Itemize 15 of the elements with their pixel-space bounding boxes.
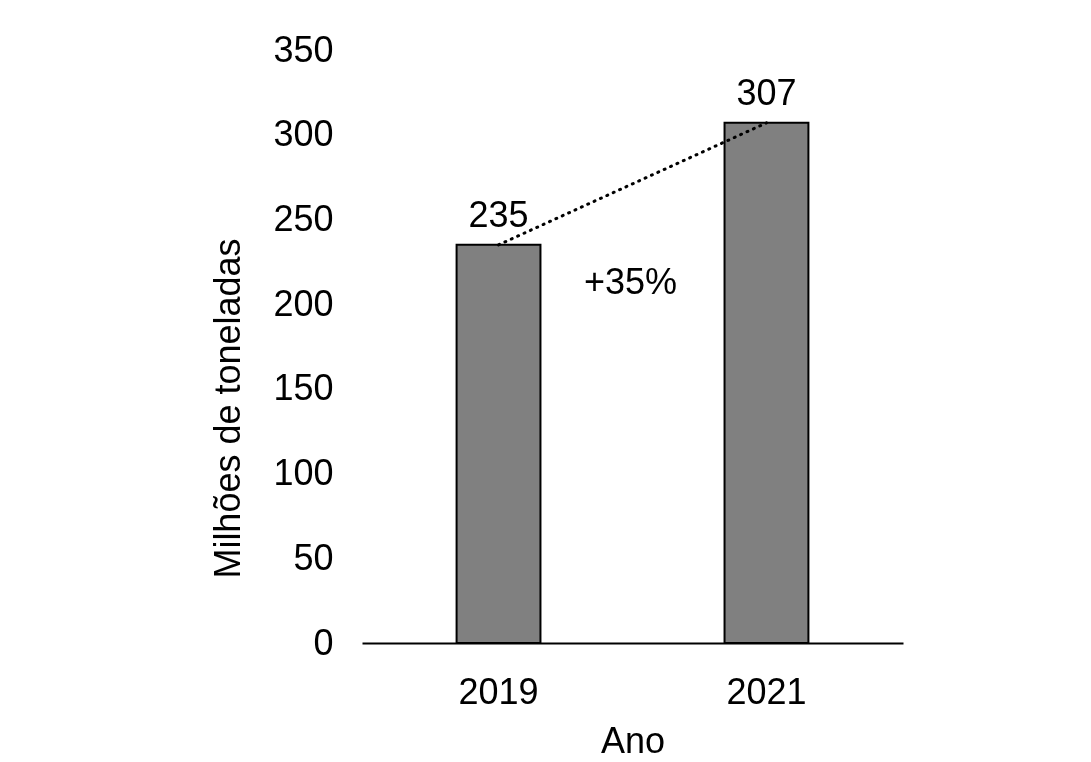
y-tick-label: 350 bbox=[273, 28, 334, 70]
y-tick-label: 50 bbox=[293, 536, 334, 578]
y-tick-label: 0 bbox=[313, 621, 334, 663]
x-tick-label: 2019 bbox=[458, 670, 539, 712]
y-tick-label: 200 bbox=[273, 282, 334, 324]
data-label: 235 bbox=[468, 193, 529, 235]
y-tick-label: 150 bbox=[273, 367, 334, 409]
x-axis-title: Ano bbox=[600, 719, 666, 761]
annotation: +35% bbox=[583, 261, 678, 302]
y-tick-label: 300 bbox=[273, 113, 334, 155]
y-tick-label: 250 bbox=[273, 197, 334, 239]
x-tick-label: 2021 bbox=[726, 670, 807, 712]
y-tick-label: 100 bbox=[273, 452, 334, 494]
data-label: 307 bbox=[736, 71, 797, 113]
y-axis-title: Milhões de toneladas bbox=[206, 238, 248, 579]
